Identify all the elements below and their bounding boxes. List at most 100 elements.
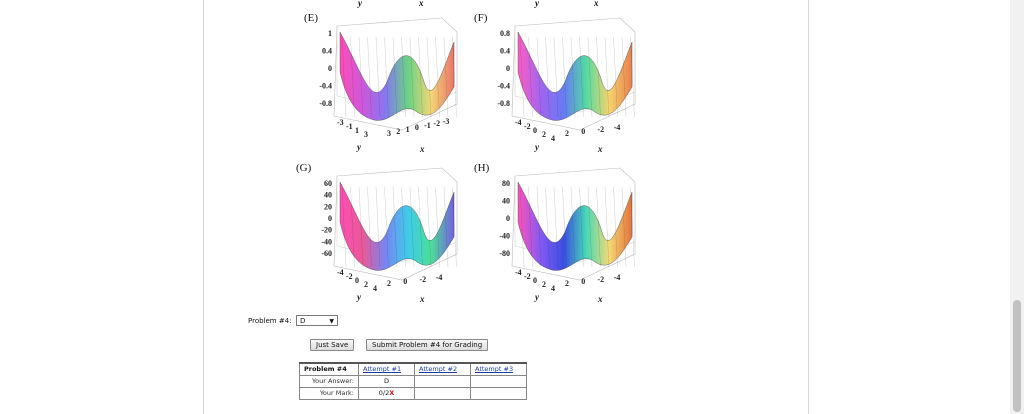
mesh-line (579, 186, 584, 268)
mesh-line (401, 186, 406, 268)
mesh-line (536, 36, 542, 118)
x-axis-label: x (419, 294, 425, 304)
y-tick-label: -4 (515, 268, 522, 277)
z-tick-label: -40 (321, 237, 332, 246)
just-save-button[interactable]: Just Save (310, 339, 355, 351)
y-tick-label: 0 (355, 276, 359, 285)
y-tick-label: 0 (533, 126, 537, 135)
table-row: Your Mark: 0/2X (299, 387, 527, 400)
x-tick-label: -2 (598, 125, 605, 134)
mesh-line (553, 186, 559, 268)
mesh-line (587, 186, 593, 268)
y-axis-label: y (534, 142, 540, 152)
y-tick-label: 3 (364, 130, 368, 139)
mesh-line (358, 36, 364, 118)
z-tick-label: 0.4 (322, 47, 332, 56)
y-tick-label: 4 (551, 134, 555, 143)
plot-h: (H) 80 40 0 -40 -80 -4 -2 0 2 4 2 0 -2 -4 y x (470, 162, 650, 304)
mesh-line (341, 186, 347, 268)
z-tick-label: 0 (506, 64, 510, 73)
z-tick-label: 0 (328, 64, 332, 73)
mesh-line (519, 186, 525, 268)
plot-box (511, 167, 636, 281)
table-header-problem: Problem #4 (299, 362, 359, 376)
z-tick-label: -0.4 (497, 82, 510, 91)
plot-label: (G) (296, 162, 312, 174)
surface-plot-f: 0.80.40-0.4-0.8-4 -2 0 2 42 0 -2 -4y x (497, 17, 636, 154)
mesh-line (604, 36, 610, 118)
y-tick-label: -4 (337, 268, 344, 277)
plot-g: (G) 60 40 20 0 -20 -40 -60 -4 -2 0 2 4 2 0 -2 -4 y x (292, 162, 472, 304)
z-tick-label: -40 (499, 232, 510, 241)
mesh-line (613, 36, 618, 118)
mesh-line (375, 36, 381, 118)
x-tick-label: -4 (436, 273, 443, 282)
mark-value (414, 387, 471, 400)
x-tick-label: 0 (403, 277, 407, 286)
mesh-line (452, 186, 457, 268)
mesh-line (519, 36, 525, 118)
x-tick-label: -2 (598, 275, 605, 284)
mesh-line (350, 36, 355, 118)
answer-select[interactable]: D ▼ (296, 315, 338, 326)
mesh-line (384, 186, 389, 268)
mesh-line (392, 36, 398, 118)
mesh-line (392, 186, 398, 268)
submit-problem-button[interactable]: Submit Problem #4 for Grading (366, 339, 489, 351)
z-tick-label: -80 (499, 249, 510, 258)
top-x-label-right: x (594, 0, 599, 8)
x-tick-label: 0 (581, 127, 585, 136)
mesh-line (350, 186, 355, 268)
surface-mesh (517, 181, 633, 271)
z-tick-label: -0.4 (319, 82, 332, 91)
x-tick-label: -3 (443, 117, 450, 126)
y-axis-label: y (534, 292, 540, 302)
mesh-line (570, 36, 576, 118)
mesh-line (341, 36, 347, 118)
answer-select-value: D (300, 317, 306, 325)
x-tick-label: 0 (415, 123, 419, 132)
x-tick-label: 2 (565, 279, 569, 288)
mesh-line (579, 36, 584, 118)
y-tick-label: -3 (337, 118, 344, 127)
x-tick-label: -2 (433, 119, 440, 128)
mesh-line (435, 186, 440, 268)
attempt-3-link[interactable]: Attempt #3 (470, 362, 527, 376)
scrollbar-thumb[interactable] (1013, 300, 1021, 412)
x-tick-label: 2 (396, 127, 400, 136)
y-tick-label: 2 (542, 280, 546, 289)
mesh-line (621, 186, 627, 268)
mesh-line (358, 186, 364, 268)
mesh-line (435, 36, 440, 118)
mark-score: 0/2 (378, 389, 390, 397)
plot-e: (E) 1 0.4 0 -0.4 -0.8 -3 -1 1 3 3 2 1 0 -1 -2 -3 y x (292, 12, 472, 154)
mesh-line (443, 36, 449, 118)
mark-row-label: Your Mark: (299, 387, 359, 400)
mesh-line (562, 36, 567, 118)
y-tick-label: -2 (346, 272, 353, 281)
mesh-line (630, 186, 635, 268)
mesh-line (426, 186, 432, 268)
answer-value (470, 375, 527, 388)
mesh-line (570, 186, 576, 268)
mesh-line (545, 36, 550, 118)
mesh-line (409, 36, 415, 118)
plot-box (333, 167, 458, 281)
answer-row-label: Your Answer: (299, 375, 359, 388)
vertical-scrollbar[interactable] (1010, 0, 1024, 414)
attempt-2-link[interactable]: Attempt #2 (414, 362, 471, 376)
mesh-line (562, 186, 567, 268)
table-row: Problem #4 Attempt #1 Attempt #2 Attempt… (299, 362, 527, 376)
mesh-line (587, 36, 593, 118)
x-axis-label: x (597, 144, 603, 154)
mesh-line (367, 36, 372, 118)
mesh-line (418, 36, 423, 118)
attempt-1-link[interactable]: Attempt #1 (358, 362, 415, 376)
z-tick-label: 0 (506, 214, 510, 223)
y-tick-label: -2 (524, 122, 531, 131)
mesh-line (621, 36, 627, 118)
mesh-line (384, 36, 389, 118)
mesh-line (426, 36, 432, 118)
